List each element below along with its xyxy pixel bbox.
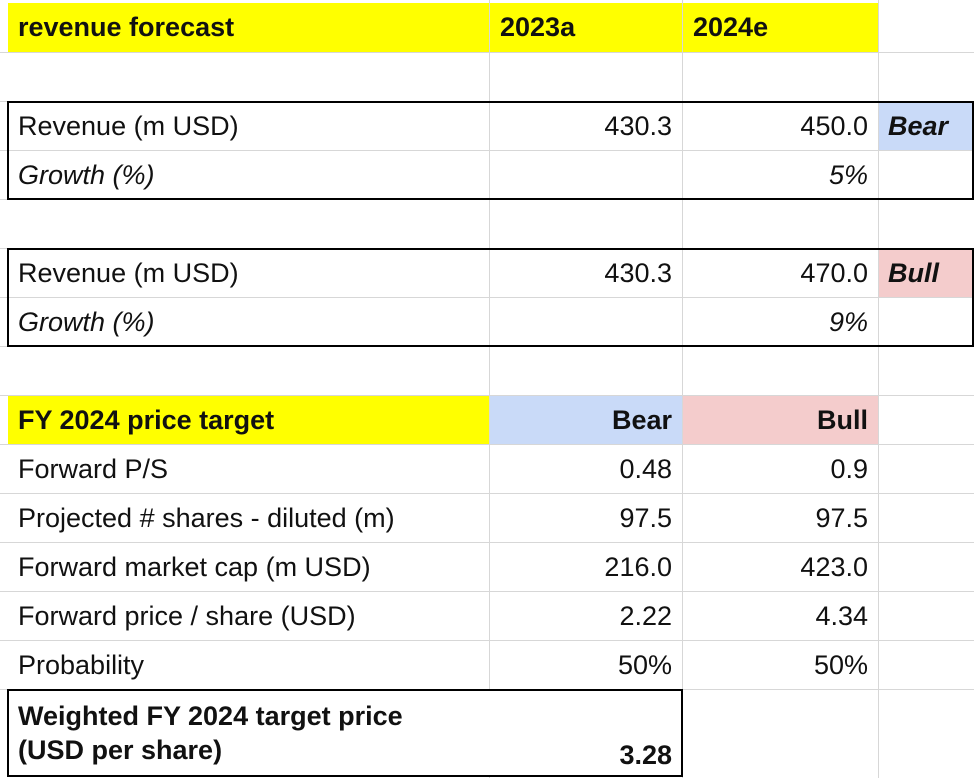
weighted-target-label-cell[interactable]: Weighted FY 2024 target price (USD per s… [8, 690, 488, 776]
price-target-bear-header-cell[interactable]: Bear [490, 396, 682, 444]
bear-revenue-2024-cell[interactable]: 450.0 [800, 110, 868, 141]
row-bear-value-cell[interactable]: 216.0 [604, 551, 672, 582]
row-divider [0, 150, 974, 151]
row-label-cell[interactable]: Forward market cap (m USD) [18, 551, 371, 582]
weighted-target-background [8, 690, 682, 776]
row-divider [0, 640, 974, 641]
row-divider [0, 395, 974, 396]
bull-revenue-2024-cell[interactable]: 470.0 [800, 257, 868, 288]
bull-growth-label-cell[interactable]: Growth (%) [18, 306, 155, 337]
bear-scenario-tag-cell[interactable]: Bear [879, 102, 974, 150]
row-bull-value-cell[interactable]: 423.0 [800, 551, 868, 582]
row-bear-value-cell[interactable]: 97.5 [619, 502, 672, 533]
row-bear-value-cell[interactable]: 2.22 [619, 600, 672, 631]
weighted-target-label-line1: Weighted FY 2024 target price [18, 701, 403, 731]
row-label-cell[interactable]: Forward price / share (USD) [18, 600, 356, 631]
row-bear-value-cell[interactable]: 0.48 [619, 453, 672, 484]
bear-revenue-label-cell[interactable]: Revenue (m USD) [18, 110, 239, 141]
row-divider [0, 542, 974, 543]
bull-revenue-label-cell[interactable]: Revenue (m USD) [18, 257, 239, 288]
column-divider [878, 0, 879, 778]
bull-scenario-tag-cell[interactable]: Bull [879, 249, 974, 297]
bear-revenue-2023-cell[interactable]: 430.3 [604, 110, 672, 141]
row-bear-value-cell[interactable]: 50% [617, 649, 672, 680]
header-2024e-cell[interactable]: 2024e [683, 3, 878, 52]
column-divider [682, 0, 683, 778]
row-bull-value-cell[interactable]: 4.34 [815, 600, 868, 631]
bear-growth-label-cell[interactable]: Growth (%) [18, 159, 155, 190]
bull-growth-2024-cell[interactable]: 9% [828, 306, 868, 337]
weighted-target-value-cell[interactable]: 3.28 [619, 739, 672, 770]
row-bull-value-cell[interactable]: 97.5 [815, 502, 868, 533]
row-divider [0, 199, 974, 200]
row-divider [0, 297, 974, 298]
row-divider [0, 52, 974, 53]
row-divider [0, 591, 974, 592]
row-bull-value-cell[interactable]: 50% [813, 649, 868, 680]
row-label-cell[interactable]: Probability [18, 649, 145, 680]
column-divider [489, 0, 490, 778]
row-divider [0, 444, 974, 445]
row-divider [0, 493, 974, 494]
bear-growth-2024-cell[interactable]: 5% [828, 159, 868, 190]
price-target-bull-header-cell[interactable]: Bull [683, 396, 878, 444]
weighted-target-label-line2: (USD per share) [18, 735, 223, 765]
header-2023a-cell[interactable]: 2023a [490, 3, 682, 52]
row-label-cell[interactable]: Projected # shares - diluted (m) [18, 502, 395, 533]
row-bull-value-cell[interactable]: 0.9 [830, 453, 868, 484]
price-target-title-cell[interactable]: FY 2024 price target [8, 396, 489, 444]
bull-revenue-2023-cell[interactable]: 430.3 [604, 257, 672, 288]
row-label-cell[interactable]: Forward P/S [18, 453, 169, 484]
forecast-title-cell[interactable]: revenue forecast [8, 3, 489, 52]
row-divider [0, 346, 974, 347]
